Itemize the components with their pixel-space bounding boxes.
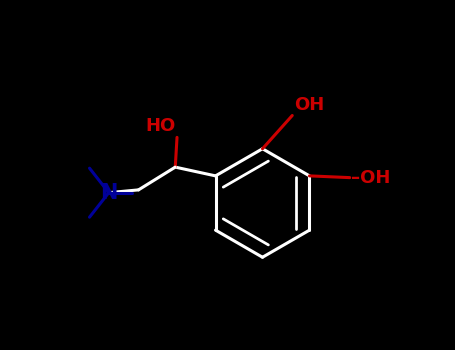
Text: OH: OH [293, 96, 324, 114]
Text: N: N [100, 183, 117, 203]
Text: –OH: –OH [351, 169, 390, 187]
Text: HO: HO [145, 117, 175, 135]
